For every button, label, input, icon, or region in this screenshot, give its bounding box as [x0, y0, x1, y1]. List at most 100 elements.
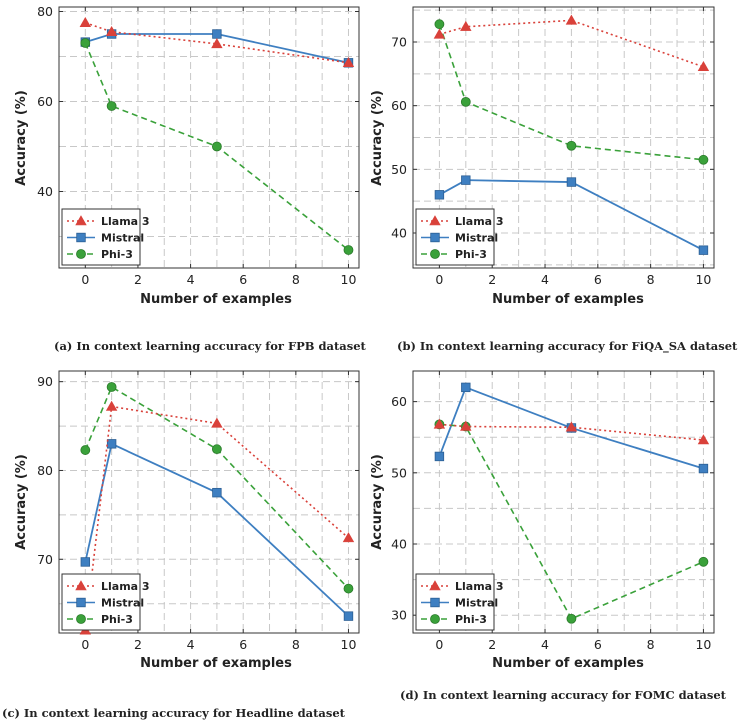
data-point-phi-3: [80, 445, 91, 455]
legend-label-phi-3: Phi-3: [101, 248, 133, 261]
data-point-phi-3: [211, 141, 222, 152]
x-tick-label: 6: [594, 272, 602, 287]
x-tick-label: 4: [187, 637, 195, 652]
legend-marker-llama-3: [75, 215, 87, 226]
data-point-phi-3: [434, 19, 445, 30]
x-tick-label: 0: [81, 272, 89, 287]
data-point-mistral: [434, 451, 445, 462]
legend-label-llama-3: Llama 3: [455, 215, 504, 228]
x-tick-label: 2: [134, 637, 142, 652]
legend-marker-phi-3: [76, 614, 86, 624]
x-axis-label: Number of examples: [140, 292, 292, 307]
series-line-phi-3: [439, 423, 704, 620]
x-tick-label: 4: [187, 272, 195, 287]
data-point-llama-3: [433, 418, 446, 429]
y-tick-label: 40: [391, 537, 407, 552]
chart-fiqa-sa: 0 2 4 6 8 10 40 50 60 70 Number of examples Accurac…: [370, 6, 715, 307]
data-point-llama-3: [565, 421, 578, 432]
legend-label-llama-3: Llama 3: [101, 580, 150, 593]
legend-label-llama-3: Llama 3: [101, 215, 150, 228]
legend-label-mistral: Mistral: [455, 597, 498, 610]
x-tick-label: 2: [134, 272, 142, 287]
legend-label-phi-3: Phi-3: [101, 613, 133, 626]
data-point-mistral: [212, 487, 222, 498]
legend-label-mistral: Mistral: [101, 232, 144, 245]
series-line-mistral: [85, 33, 349, 64]
y-axis-label: Accuracy (%): [14, 90, 29, 186]
x-tick-label: 4: [541, 272, 549, 287]
series-line-mistral: [438, 179, 704, 251]
caption-fpb: (a) In context learning accuracy for FPB…: [54, 339, 366, 353]
data-point-phi-3: [343, 245, 354, 255]
data-point-phi-3: [566, 613, 577, 624]
y-tick-label: 40: [391, 225, 407, 240]
y-tick-label: 70: [37, 552, 53, 567]
x-tick-label: 0: [435, 272, 443, 287]
data-point-mistral: [106, 439, 117, 449]
data-point-mistral: [434, 190, 445, 200]
series-line-llama-3: [85, 21, 349, 64]
x-tick-label: 6: [594, 637, 602, 652]
data-point-mistral: [80, 557, 91, 567]
data-point-llama-3: [460, 20, 472, 31]
legend-marker-phi-3: [430, 614, 440, 624]
x-tick-label: 2: [488, 272, 496, 287]
caption-fiqa-sa: (b) In context learning accuracy for FiQ…: [397, 339, 738, 353]
x-tick-label: 8: [292, 637, 300, 652]
caption-headline: (c) In context learning accuracy for Hea…: [2, 706, 345, 720]
data-point-llama-3: [433, 28, 446, 39]
chart-fomc: 0 2 4 6 8 10 30 40 50 60 Number of examples Accurac…: [370, 370, 715, 671]
data-point-llama-3: [105, 25, 118, 36]
data-point-llama-3: [342, 532, 355, 543]
y-tick-label: 80: [37, 463, 53, 478]
y-tick-label: 40: [37, 184, 53, 199]
plot-frame: [58, 370, 360, 634]
x-tick-label: 6: [239, 637, 247, 652]
chart-fpb: 0 2 4 6 8 10 40 60 80 Number of examples Accuracy …: [14, 4, 360, 307]
x-tick-label: 4: [541, 637, 549, 652]
y-axis-label: Accuracy (%): [14, 454, 29, 550]
x-tick-label: 2: [488, 637, 496, 652]
data-point-phi-3: [80, 38, 91, 48]
legend-label-llama-3: Llama 3: [455, 580, 504, 593]
series-line-phi-3: [84, 42, 349, 251]
x-axis-label: Number of examples: [492, 292, 644, 307]
y-tick-label: 60: [37, 94, 53, 109]
y-tick-label: 30: [391, 608, 407, 623]
x-axis-label: Number of examples: [140, 656, 292, 671]
data-point-mistral: [698, 463, 709, 474]
legend-label-mistral: Mistral: [455, 232, 498, 245]
legend-marker-llama-3: [75, 580, 87, 591]
data-point-mistral: [461, 175, 471, 185]
data-point-phi-3: [698, 154, 709, 165]
legend-marker-mistral: [76, 232, 86, 243]
y-axis-label: Accuracy (%): [370, 90, 385, 186]
legend-marker-phi-3: [430, 249, 440, 259]
data-point-phi-3: [343, 583, 354, 594]
plot-frame: [58, 6, 360, 269]
legend-label-mistral: Mistral: [101, 597, 144, 610]
legend-marker-llama-3: [429, 580, 441, 591]
x-tick-label: 0: [81, 637, 89, 652]
data-point-llama-3: [342, 56, 355, 67]
x-tick-label: 10: [341, 272, 357, 287]
data-point-llama-3: [565, 14, 578, 25]
x-tick-label: 6: [239, 272, 247, 287]
data-point-mistral: [698, 245, 709, 255]
data-point-phi-3: [106, 382, 117, 392]
legend-marker-mistral: [76, 597, 86, 608]
caption-fomc: (d) In context learning accuracy for FOM…: [400, 688, 726, 702]
x-tick-label: 10: [341, 637, 357, 652]
y-tick-label: 60: [391, 98, 407, 113]
data-point-phi-3: [106, 101, 117, 111]
data-point-mistral: [566, 177, 577, 187]
data-point-mistral: [461, 382, 471, 393]
series-line-mistral: [84, 442, 350, 617]
y-tick-label: 80: [37, 4, 53, 19]
legend-marker-llama-3: [429, 215, 441, 226]
data-point-mistral: [212, 29, 222, 39]
data-point-llama-3: [79, 16, 92, 27]
series-line-phi-3: [84, 385, 350, 590]
y-tick-label: 60: [391, 394, 407, 409]
